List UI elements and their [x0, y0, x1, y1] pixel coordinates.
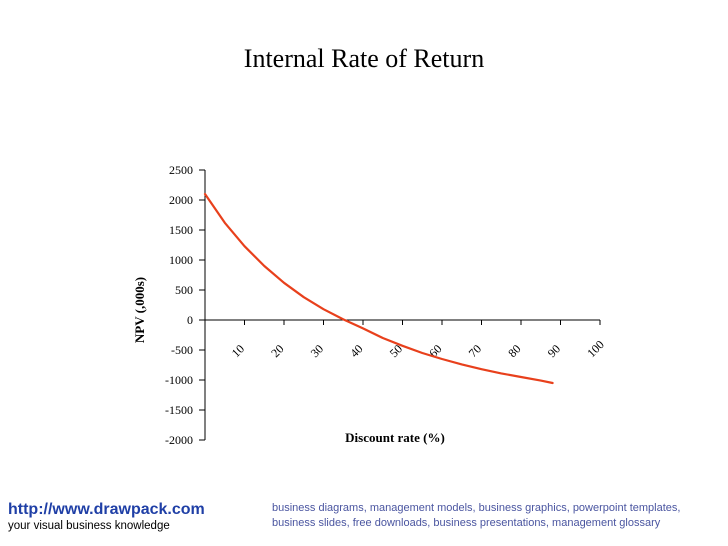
y-tick-label: 2000: [169, 193, 193, 207]
chart-title: Internal Rate of Return: [243, 44, 485, 73]
footer-url-link[interactable]: http://www.drawpack.com: [8, 501, 205, 518]
y-tick-label: -2000: [165, 433, 193, 447]
x-tick-label: 20: [268, 342, 286, 360]
y-tick-label: -500: [171, 343, 193, 357]
x-tick-label: 80: [505, 342, 523, 360]
y-tick-label: -1000: [165, 373, 193, 387]
npv-series-line: [203, 192, 554, 385]
x-tick-label: 10: [229, 342, 247, 360]
y-axis-title: NPV (,000s): [132, 277, 147, 343]
x-tick-label: 50: [387, 342, 405, 360]
y-tick-label: 1000: [169, 253, 193, 267]
x-tick-label: 100: [584, 337, 607, 360]
footer-tagline: your visual business knowledge: [8, 520, 170, 532]
y-tick-label: 2500: [169, 163, 193, 177]
y-tick-label: 500: [175, 283, 193, 297]
x-tick-label: 90: [545, 342, 563, 360]
x-tick-label: 70: [466, 342, 484, 360]
x-tick-label: 30: [308, 342, 326, 360]
y-tick-label: 1500: [169, 223, 193, 237]
x-tick-label: 40: [347, 342, 365, 360]
footer-description: business diagrams, management models, bu…: [272, 502, 681, 529]
y-tick-label: -1500: [165, 403, 193, 417]
x-axis-title: Discount rate (%): [345, 430, 445, 445]
y-tick-label: 0: [187, 313, 193, 327]
